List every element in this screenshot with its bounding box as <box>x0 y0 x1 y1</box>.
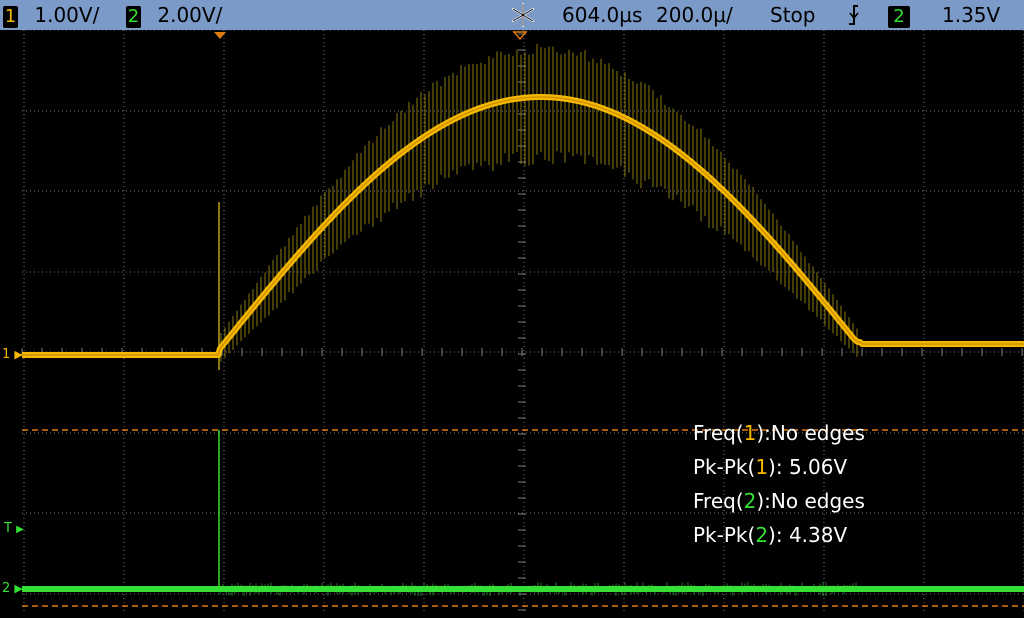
measurement-label: Freq( <box>693 489 744 513</box>
trigger-position-marker <box>214 32 226 39</box>
ch1-noise-spikes <box>219 44 857 370</box>
measurement-value: No edges <box>771 489 865 513</box>
trigger-source-indicator[interactable]: 2 <box>888 3 910 28</box>
measurement-value: 5.06V <box>789 455 847 479</box>
measurement-separator: ): <box>756 489 771 513</box>
measurements-panel: Freq(1):No edges Pk-Pk(1): 5.06V Freq(2)… <box>693 418 865 554</box>
graticule <box>22 30 1024 614</box>
snowflake-icon <box>510 2 536 33</box>
ch1-scale: 1.00V/ <box>34 3 99 27</box>
trigger-level-marker[interactable]: T ▶ <box>4 522 24 536</box>
cursor-lines <box>22 430 1024 606</box>
ch1-ground-marker[interactable]: 1 ▶ <box>2 348 23 361</box>
ch2-scale: 2.00V/ <box>157 3 222 27</box>
trigger-source-badge: 2 <box>888 6 910 28</box>
measurement-row-freq-ch2[interactable]: Freq(2):No edges <box>693 486 865 520</box>
measurement-separator: ): <box>768 523 789 547</box>
measurement-row-pkpk-ch1[interactable]: Pk-Pk(1): 5.06V <box>693 452 865 486</box>
ch1-ground-label: 1 <box>2 347 10 362</box>
falling-edge-icon <box>846 4 862 31</box>
time-scale[interactable]: 200.0µ/ <box>656 3 733 27</box>
ground-icon: ▶ <box>14 582 22 595</box>
measurement-channel: 2 <box>744 489 757 513</box>
ch2-ground-label: 2 <box>2 581 10 596</box>
run-state[interactable]: Stop <box>770 3 815 27</box>
time-reference-marker <box>514 32 526 39</box>
ch2-indicator[interactable]: 2 2.00V/ <box>126 3 222 28</box>
waveform-display[interactable]: 1 ▶ T ▶ 2 ▶ Freq(1):No edges Pk-Pk(1): 5… <box>0 30 1024 614</box>
measurement-separator: ): <box>756 421 771 445</box>
measurement-label: Freq( <box>693 421 744 445</box>
measurement-value: No edges <box>771 421 865 445</box>
measurement-value: 4.38V <box>789 523 847 547</box>
measurement-label: Pk-Pk( <box>693 523 755 547</box>
measurement-channel: 1 <box>755 455 768 479</box>
waveform-canvas <box>0 30 1024 614</box>
measurement-channel: 2 <box>755 523 768 547</box>
ch2-ground-marker[interactable]: 2 ▶ <box>2 582 23 595</box>
trigger-arrow-icon: ▶ <box>16 524 24 535</box>
ground-icon: ▶ <box>14 348 22 361</box>
measurement-label: Pk-Pk( <box>693 455 755 479</box>
ch2-noise-spikes <box>22 430 1021 596</box>
ch2-number-badge: 2 <box>126 6 141 28</box>
measurement-channel: 1 <box>744 421 757 445</box>
ch1-indicator[interactable]: 1 1.00V/ <box>3 3 99 28</box>
measurement-row-freq-ch1[interactable]: Freq(1):No edges <box>693 418 865 452</box>
measurement-separator: ): <box>768 455 789 479</box>
ch1-number-badge: 1 <box>3 6 18 28</box>
time-position[interactable]: 604.0µs <box>562 3 642 27</box>
trigger-label: T <box>4 521 12 536</box>
measurement-row-pkpk-ch2[interactable]: Pk-Pk(2): 4.38V <box>693 520 865 554</box>
trigger-level[interactable]: 1.35V <box>942 3 1000 27</box>
status-bar: 1 1.00V/ 2 2.00V/ 604.0µs 200.0µ/ Stop <box>0 0 1024 30</box>
